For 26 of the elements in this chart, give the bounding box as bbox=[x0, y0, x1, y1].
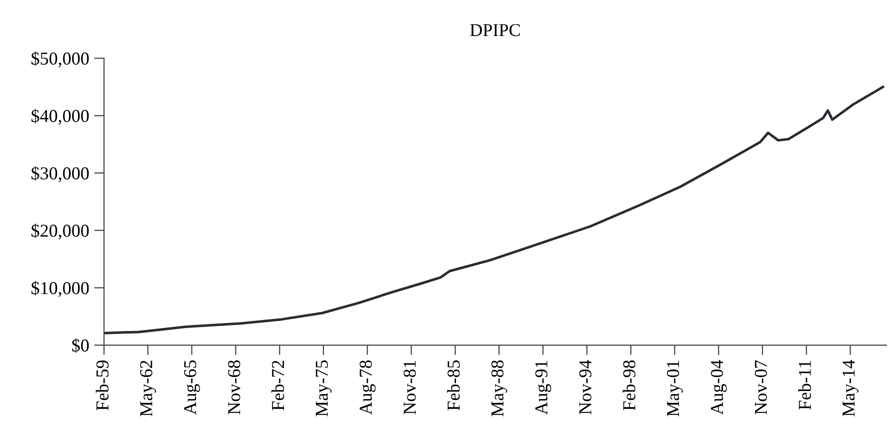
y-tick-label: $30,000 bbox=[32, 166, 89, 182]
x-tick-label: Feb-59 bbox=[96, 360, 109, 410]
x-tick-label: Feb-85 bbox=[447, 360, 460, 410]
y-tick-label: $40,000 bbox=[32, 108, 89, 125]
x-tick-label: May-01 bbox=[666, 360, 683, 416]
x-tick-label: Nov-68 bbox=[228, 360, 240, 414]
x-tick-label: Nov-81 bbox=[404, 360, 416, 414]
x-tick-label: May-88 bbox=[491, 360, 508, 416]
x-tick-label: Aug-65 bbox=[184, 360, 200, 415]
y-tick-label: $0 bbox=[72, 338, 89, 353]
x-tick-label: Nov-07 bbox=[754, 360, 767, 414]
x-tick-label: Feb-11 bbox=[798, 360, 811, 410]
y-tick-label: $50,000 bbox=[32, 51, 89, 68]
y-tick-label: $10,000 bbox=[32, 280, 89, 297]
x-tick-label: Feb-72 bbox=[271, 360, 284, 410]
x-tick-label: Feb-98 bbox=[622, 360, 636, 410]
x-tick-label: May-62 bbox=[140, 360, 156, 416]
x-tick-label: Aug-78 bbox=[360, 360, 376, 415]
x-tick-label: May-14 bbox=[842, 360, 858, 416]
chart-title: DPIPC bbox=[470, 24, 520, 36]
x-tick-label: May-75 bbox=[316, 360, 332, 416]
y-tick-label: $20,000 bbox=[32, 224, 89, 240]
line-series bbox=[104, 86, 884, 334]
x-tick-label: Aug-91 bbox=[535, 360, 552, 415]
x-tick-label: Aug-04 bbox=[710, 360, 727, 415]
x-tick-label: Nov-94 bbox=[579, 360, 592, 414]
